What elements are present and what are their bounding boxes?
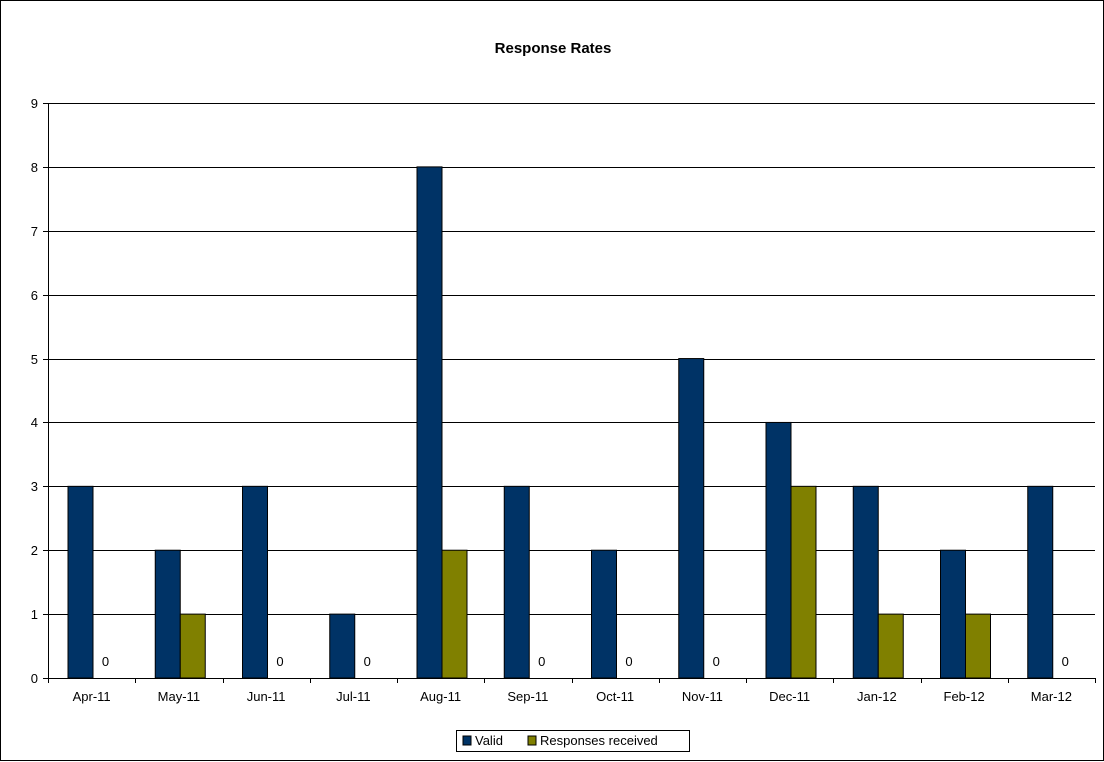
- axes: [48, 103, 1095, 679]
- bar-valid: [416, 166, 443, 679]
- bar-valid: [329, 613, 356, 679]
- x-tick-label: Aug-11: [420, 689, 461, 704]
- x-tick-label: Nov-11: [682, 689, 723, 704]
- bar-responses-received: [179, 613, 206, 679]
- bar-responses-received: [877, 613, 904, 679]
- bar-valid: [852, 485, 879, 679]
- y-tick-label: 9: [31, 96, 38, 111]
- x-tick-label: Oct-11: [596, 689, 634, 704]
- x-tick-label: Dec-11: [769, 689, 810, 704]
- y-tick-label: 6: [31, 288, 38, 303]
- bar-valid: [154, 549, 181, 679]
- legend-swatch: [527, 735, 537, 746]
- data-label: 0: [364, 654, 371, 669]
- legend-swatch: [462, 735, 472, 746]
- chart-title: Response Rates: [495, 40, 612, 57]
- legend-box: [456, 730, 690, 752]
- bar-valid: [503, 485, 530, 679]
- x-tick-label: Jan-12: [857, 689, 897, 704]
- x-tick-label: Mar-12: [1031, 689, 1072, 704]
- y-axis-ticks: 0 1 2 3 4 5 6 7 8 9: [31, 96, 48, 686]
- legend-label: Responses received: [540, 733, 658, 748]
- x-tick-label: Feb-12: [944, 689, 985, 704]
- data-label: 0: [1062, 654, 1069, 669]
- bar-responses-received: [441, 549, 468, 679]
- y-tick-label: 4: [31, 415, 38, 430]
- y-tick-label: 2: [31, 543, 38, 558]
- bars: [67, 166, 1054, 679]
- bar-responses-received: [790, 485, 817, 679]
- bar-valid: [678, 358, 705, 679]
- y-tick-label: 5: [31, 352, 38, 367]
- x-tick-label: May-11: [158, 689, 200, 704]
- bar-valid: [591, 549, 617, 679]
- bar-valid: [940, 549, 966, 679]
- y-tick-label: 3: [31, 479, 38, 494]
- data-label: 0: [625, 654, 632, 669]
- bar-responses-received: [965, 613, 991, 679]
- x-axis-ticks: Apr-11 May-11 Jun-11 Jul-11 Aug-11 Sep-11 Oct-…: [48, 678, 1096, 704]
- y-tick-label: 7: [31, 224, 38, 239]
- x-tick-label: Sep-11: [507, 689, 548, 704]
- legend-label: Valid: [475, 733, 503, 748]
- bar-valid: [242, 485, 268, 679]
- y-tick-label: 1: [31, 607, 38, 622]
- x-tick-label: Apr-11: [73, 689, 111, 704]
- data-label: 0: [538, 654, 545, 669]
- data-label: 0: [713, 654, 720, 669]
- y-tick-label: 8: [31, 160, 38, 175]
- legend: Valid Responses received: [456, 730, 690, 752]
- data-label: 0: [276, 654, 283, 669]
- data-label: 0: [102, 654, 109, 669]
- data-labels: 0 0 0 0 0 0 0: [102, 654, 1069, 669]
- x-tick-label: Jul-11: [336, 689, 370, 704]
- x-tick-label: Jun-11: [247, 689, 286, 704]
- y-tick-label: 0: [31, 671, 38, 686]
- bar-valid: [67, 485, 94, 679]
- gridlines: [48, 103, 1095, 615]
- bar-valid: [765, 421, 792, 679]
- bar-valid: [1027, 485, 1054, 679]
